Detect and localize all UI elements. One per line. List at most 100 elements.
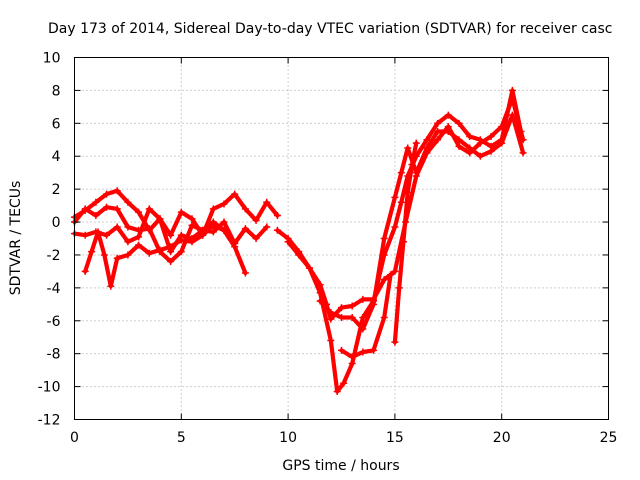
data-point xyxy=(408,160,416,168)
data-point xyxy=(359,313,367,321)
data-point xyxy=(316,297,324,305)
data-point xyxy=(231,243,239,251)
data-point xyxy=(88,248,96,256)
data-point xyxy=(359,348,367,356)
data-point xyxy=(380,276,388,284)
series-track-9 xyxy=(391,139,420,346)
y-tick-label: 0 xyxy=(52,215,61,231)
data-point xyxy=(423,136,431,144)
data-point xyxy=(412,139,420,147)
data-point xyxy=(167,243,175,251)
data-point xyxy=(113,205,121,213)
data-point xyxy=(359,295,367,303)
data-point xyxy=(220,200,228,208)
data-point xyxy=(81,205,89,213)
data-point xyxy=(199,231,207,239)
data-point xyxy=(220,218,228,226)
data-point xyxy=(348,313,356,321)
data-point xyxy=(135,241,143,249)
y-tick-label: 2 xyxy=(52,182,61,198)
data-point xyxy=(327,337,335,345)
data-point xyxy=(103,231,111,239)
data-point xyxy=(284,235,292,242)
data-point xyxy=(145,249,153,257)
series-line xyxy=(72,205,237,264)
data-point xyxy=(348,360,356,368)
data-point xyxy=(241,269,249,277)
data-point xyxy=(348,302,356,310)
series-line xyxy=(339,272,393,360)
data-point xyxy=(209,205,217,213)
data-point xyxy=(94,228,102,236)
data-point xyxy=(92,211,100,219)
data-point xyxy=(81,267,89,275)
data-point xyxy=(145,225,153,233)
data-point xyxy=(209,228,217,236)
data-point xyxy=(177,248,185,256)
data-point xyxy=(252,216,260,224)
series-line xyxy=(83,223,248,289)
data-point xyxy=(404,144,412,152)
data-point xyxy=(455,142,463,150)
data-point xyxy=(188,238,196,246)
data-point xyxy=(124,238,132,246)
data-point xyxy=(380,313,388,321)
data-point xyxy=(231,190,239,198)
data-point xyxy=(455,119,463,127)
data-point xyxy=(124,223,132,231)
data-point xyxy=(370,346,378,354)
data-point xyxy=(391,193,399,201)
y-tick-label: -6 xyxy=(47,314,61,330)
data-point xyxy=(423,144,431,152)
data-point xyxy=(466,144,474,152)
data-point xyxy=(399,238,407,246)
data-point xyxy=(273,226,281,234)
data-point xyxy=(476,152,484,160)
data-point xyxy=(305,264,313,272)
data-point xyxy=(135,208,143,216)
data-point xyxy=(404,188,412,196)
y-tick-label: 6 xyxy=(52,116,61,132)
data-point xyxy=(188,215,196,223)
data-point xyxy=(391,267,399,275)
data-point xyxy=(412,169,420,177)
data-point xyxy=(348,353,356,361)
data-point xyxy=(397,198,405,206)
data-point xyxy=(498,139,506,147)
data-point xyxy=(444,111,452,119)
data-point xyxy=(124,198,132,206)
data-point xyxy=(252,235,260,242)
data-point xyxy=(273,211,281,219)
x-tick-label: 5 xyxy=(177,430,186,446)
data-point xyxy=(81,231,89,239)
data-point xyxy=(391,338,399,346)
data-point xyxy=(124,251,132,259)
data-point xyxy=(156,246,164,254)
data-point xyxy=(434,119,442,127)
x-tick-label: 15 xyxy=(386,430,404,446)
data-point xyxy=(338,346,345,354)
data-point xyxy=(397,169,405,177)
data-point xyxy=(263,223,271,231)
y-tick-label: 10 xyxy=(43,51,61,67)
data-point xyxy=(167,258,175,266)
data-point xyxy=(156,215,164,223)
data-point xyxy=(241,205,249,213)
data-point xyxy=(340,379,348,387)
data-point xyxy=(100,251,108,259)
data-point xyxy=(188,221,196,229)
x-tick-label: 10 xyxy=(279,430,297,446)
data-point xyxy=(113,223,121,231)
series-track-4 xyxy=(81,221,249,290)
y-tick-label: 4 xyxy=(52,149,61,165)
series-layer xyxy=(71,86,527,396)
data-point xyxy=(434,136,442,144)
data-point xyxy=(508,86,516,94)
data-point xyxy=(135,233,143,241)
data-point xyxy=(333,388,341,396)
series-track-8 xyxy=(338,271,395,361)
data-point xyxy=(487,147,495,155)
chart-title: Day 173 of 2014, Sidereal Day-to-day VTE… xyxy=(48,21,612,37)
data-point xyxy=(455,136,463,144)
